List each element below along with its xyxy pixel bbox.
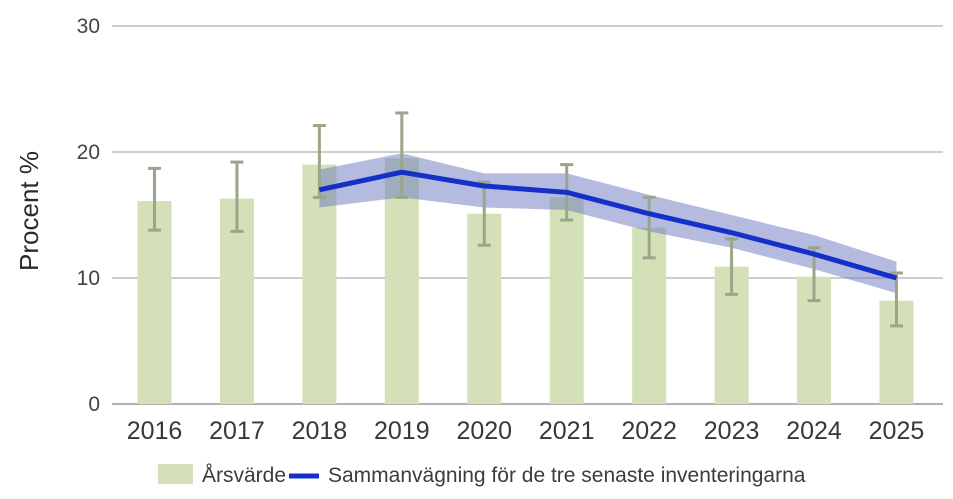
legend-bar-swatch <box>158 464 193 484</box>
y-tick-label-30: 30 <box>77 15 100 38</box>
legend: Årsvärde Sammanvägning för de tre senast… <box>158 464 806 487</box>
bar-2019 <box>384 158 419 404</box>
x-tick-label-2022: 2022 <box>621 417 677 445</box>
legend-line-label: Sammanvägning för de tre senaste invente… <box>328 464 806 487</box>
bar-2016 <box>137 201 172 404</box>
y-tick-label-10: 10 <box>77 267 100 290</box>
x-tick-label-2023: 2023 <box>704 417 760 445</box>
confidence-band <box>319 153 897 294</box>
trend-polyline <box>318 169 898 281</box>
x-tick-label-2024: 2024 <box>786 417 842 445</box>
x-tick-label-2016: 2016 <box>127 417 183 445</box>
x-tick-label-2017: 2017 <box>209 417 265 445</box>
x-tick-label-2019: 2019 <box>374 417 430 445</box>
y-tick-label-0: 0 <box>88 393 100 416</box>
y-axis-tick-labels: 0 10 20 30 <box>77 15 100 416</box>
bar-2021 <box>549 197 584 404</box>
error-bars <box>148 111 903 328</box>
confidence-band-area <box>319 153 897 294</box>
y-tick-label-20: 20 <box>77 141 100 164</box>
x-tick-label-2018: 2018 <box>292 417 348 445</box>
y-axis-title: Procent % <box>14 151 44 271</box>
x-tick-label-2021: 2021 <box>539 417 595 445</box>
trend-line <box>318 169 898 281</box>
legend-bar-label: Årsvärde <box>202 464 286 487</box>
x-tick-label-2025: 2025 <box>869 417 925 445</box>
x-tick-label-2020: 2020 <box>456 417 512 445</box>
x-axis-year-labels: 2016 2017 2018 2019 2020 2021 2022 2023 2024 2025 <box>127 417 925 445</box>
